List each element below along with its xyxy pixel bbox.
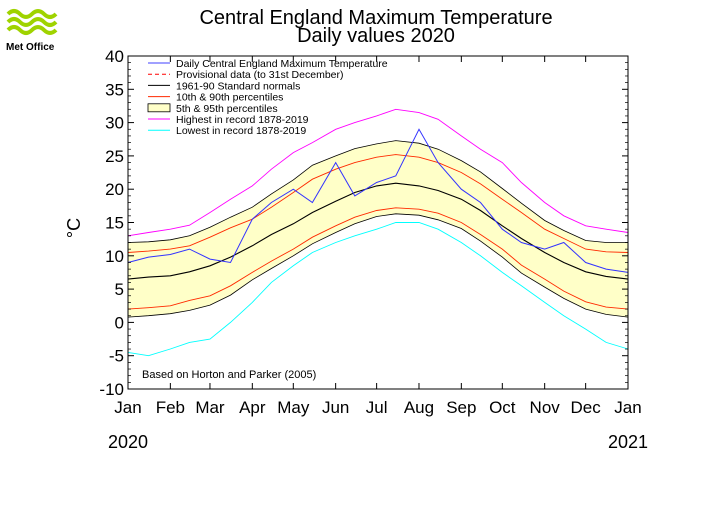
plot-area — [127, 108, 629, 357]
y-tick-label: 10 — [105, 247, 124, 266]
chart-title: Central England Maximum Temperature — [199, 7, 552, 29]
logo-text: Met Office — [6, 42, 55, 53]
legend: Daily Central England Maximum Temperatur… — [147, 58, 388, 137]
series-line-95th-percentile — [127, 140, 628, 243]
y-tick-label: 5 — [115, 280, 124, 299]
series-line-1961-90-standard-normals — [127, 182, 629, 280]
series-line-lowest-in-record-1878-2019 — [127, 222, 629, 357]
y-tick-label: 30 — [105, 114, 124, 133]
legend-label: Provisional data (to 31st December) — [176, 69, 344, 81]
y-tick-label: 0 — [115, 313, 124, 332]
year-start-label: 2020 — [108, 432, 148, 452]
y-tick-label: -10 — [99, 380, 124, 399]
x-tick-label: Dec — [571, 398, 602, 417]
x-tick-label: Mar — [195, 398, 225, 417]
y-tick-label: 20 — [105, 180, 124, 199]
met-office-logo: Met Office — [6, 9, 58, 53]
legend-label: Lowest in record 1878-2019 — [176, 125, 306, 137]
y-tick-label: 15 — [105, 214, 124, 233]
series-line-10th-percentile — [127, 207, 629, 310]
percentile-5-95-band — [128, 140, 628, 318]
x-tick-label: Oct — [489, 398, 516, 417]
y-tick-label: 40 — [105, 47, 124, 66]
y-tick-label: 35 — [105, 80, 124, 99]
x-tick-label: Feb — [156, 398, 185, 417]
x-tick-label: Jun — [322, 398, 349, 417]
x-tick-label: Jan — [614, 398, 641, 417]
chart-subtitle: Daily values 2020 — [297, 25, 455, 47]
x-tick-label: May — [277, 398, 310, 417]
x-tick-label: Jul — [366, 398, 388, 417]
legend-label: 5th & 95th percentiles — [176, 103, 278, 115]
legend-swatch-box — [147, 103, 171, 113]
series-line-90th-percentile — [127, 154, 629, 253]
chart-note: Based on Horton and Parker (2005) — [142, 369, 316, 381]
legend-label: Daily Central England Maximum Temperatur… — [176, 58, 388, 70]
x-tick-label: Apr — [239, 398, 266, 417]
y-axis-label: °C — [64, 218, 84, 238]
series-line-5th-percentile — [127, 213, 629, 318]
x-tick-label: Nov — [530, 398, 561, 417]
year-end-label: 2021 — [608, 432, 648, 452]
y-tick-label: -5 — [109, 347, 124, 366]
legend-label: 10th & 90th percentiles — [176, 92, 283, 104]
legend-label: Highest in record 1878-2019 — [176, 114, 309, 126]
x-tick-label: Aug — [404, 398, 434, 417]
x-tick-label: Sep — [446, 398, 476, 417]
x-tick-label: Jan — [114, 398, 141, 417]
legend-label: 1961-90 Standard normals — [176, 80, 300, 92]
series-line-highest-in-record-1878-2019 — [127, 108, 629, 237]
y-tick-label: 25 — [105, 147, 124, 166]
series-line-daily-central-england-maximum-temperature — [127, 128, 629, 273]
